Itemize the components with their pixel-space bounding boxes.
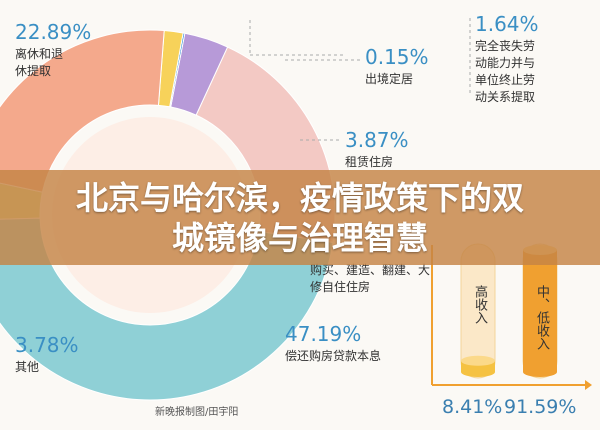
title: 北京与哈尔滨，疫情政策下的双城镜像与治理智慧 [75, 179, 524, 257]
category-label: 偿还购房贷款本息 [285, 349, 382, 363]
wedge [157, 30, 184, 108]
wedge [0, 29, 165, 193]
category-label: 完全丧失劳动能力并与单位终止劳动关系提取 [475, 39, 536, 104]
bar-base [461, 367, 495, 377]
category-label: 高收入 [472, 285, 487, 324]
value-label: 22.89% [15, 20, 92, 44]
category-label: 出境定居 [365, 72, 414, 86]
value-label: 0.15% [365, 45, 429, 69]
value-label: 3.87% [345, 128, 409, 152]
banner [0, 170, 600, 265]
bar [461, 360, 495, 372]
value-label: 8.41% [442, 396, 503, 418]
value-label: 1.64% [475, 12, 539, 36]
value-label: 3.78% [15, 333, 79, 357]
leader-line [249, 18, 471, 141]
value-label: 91.59% [504, 396, 577, 418]
bar [523, 250, 557, 372]
credit: 新晚报制图/田宇阳 [155, 407, 239, 418]
category-label: 租赁住房 [345, 155, 394, 169]
bar-cap [461, 355, 495, 366]
bar-base [523, 367, 557, 377]
category-label: 离休和退休提取 [15, 47, 64, 78]
wedge [170, 32, 229, 116]
category-label: 其他 [15, 360, 40, 374]
axis-arrow [585, 380, 592, 390]
category-label: 中、低收入 [534, 285, 549, 350]
category-label: 购买、建造、翻建、大修自住住房 [310, 263, 431, 294]
value-label: 47.19% [285, 322, 362, 346]
